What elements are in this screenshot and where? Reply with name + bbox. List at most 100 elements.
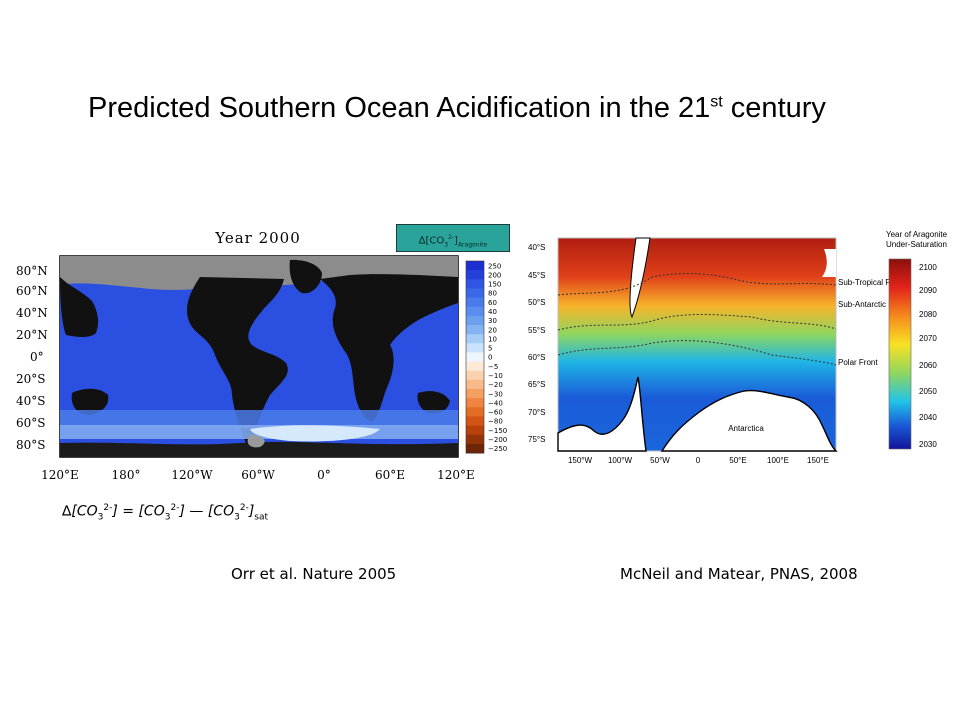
year-tick: 2040 [919,413,937,422]
colorbar-frame [465,260,485,454]
lon-tick: 0° [317,468,331,482]
colorbar-tick: 10 [488,335,497,343]
lon-tick: 180° [112,468,141,482]
colorbar-swatch [466,379,484,390]
front-label: Polar Front [838,358,878,367]
colorbar-tick: 250 [488,262,501,270]
antarctica-label: Antarctica [728,424,764,433]
so-lat-tick: 55°S [528,326,545,335]
colorbar-swatch [466,352,484,363]
colorbar-tick: 5 [488,345,492,353]
so-lon-tick: 100°W [608,456,633,465]
lat-tick: 0° [30,350,44,364]
colorbar-swatch [466,434,484,445]
lat-tick: 20°S [16,372,46,386]
colorbar-swatch [466,334,484,344]
citation-mcneil: McNeil and Matear, PNAS, 2008 [620,565,858,583]
colorbar-tick: −10 [488,372,503,380]
colorbar-tick: −40 [488,399,503,407]
colorbar-tick: 150 [488,281,501,289]
colorbar-swatch [466,343,484,353]
global-acidification-map: Year 2000 80°N 60°N 40°N 20°N 0° 20°S 40… [16,229,507,482]
so-lat-tick: 65°S [528,380,545,389]
so-lat-tick: 40°S [528,243,545,252]
colorbar-tick: −5 [488,363,498,371]
front-label: Sub-Antarctic Front [838,300,908,309]
colorbar-tick: 30 [488,317,497,325]
delta-co3-formula: ∆[CO32-] = [CO32-] — [CO32-]sat [62,503,269,523]
year-colorbar [888,258,912,450]
map-year-label: Year 2000 [214,229,301,247]
year-tick: 2050 [919,387,937,396]
left-lon-axis: 120°E 180° 120°W 60°W 0° 60°E 120°E [41,468,475,482]
year-tick: 2100 [919,263,937,272]
south-america-land [629,237,651,319]
legend-title-2: Under-Saturation [886,240,947,249]
year-tick: 2070 [919,334,937,343]
colorbar-swatch [466,288,484,299]
colorbar-tick: 20 [488,326,497,334]
ocean-fill [60,256,458,457]
colorbar-swatch [466,297,484,308]
colorbar-swatch [466,425,484,436]
colorbar-tick: −30 [488,390,503,398]
lat-tick: 20°N [16,328,48,342]
colorbar-swatch [466,389,484,399]
colorbar-swatch [466,279,484,289]
so-lat-tick: 60°S [528,353,545,362]
lon-tick: 60°E [375,468,405,482]
lon-tick: 60°W [241,468,275,482]
colorbar-swatch [466,306,484,317]
so-lat-tick: 50°S [528,298,545,307]
colorbar-tick: 80 [488,290,497,298]
colorbar-tick: −250 [488,445,507,453]
colorbar-swatch [466,315,484,326]
colorbar-swatch [466,407,484,417]
so-lon-tick: 150°W [568,456,593,465]
colorbar-tick: −20 [488,381,503,389]
so-lat-tick: 45°S [528,271,545,280]
southern-ocean-undersaturation-map: Antarctica 40°S 45°S 50°S 55°S 60°S 65°S… [528,230,948,465]
lat-tick: 40°S [16,394,46,408]
citation-orr: Orr et al. Nature 2005 [231,565,397,583]
so-lon-tick: 150°E [807,456,829,465]
colorbar-title-box: ∆[CO32-]Aragonite [396,224,510,252]
lat-tick: 60°N [16,284,48,298]
colorbar-swatch [466,325,484,335]
lat-tick: 60°S [16,416,46,430]
colorbar-swatch [466,361,484,372]
colorbar-tick: −150 [488,427,507,435]
colorbar-tick: −60 [488,409,503,417]
left-lat-axis: 80°N 60°N 40°N 20°N 0° 20°S 40°S 60°S 80… [16,264,48,452]
front-label: Sub-Tropical Front [838,278,905,287]
so-lat-tick: 75°S [528,435,545,444]
colorbar-swatch [466,370,484,381]
lat-tick: 80°S [16,438,46,452]
slide-title: Predicted Southern Ocean Acidification i… [88,92,826,124]
right-lat-axis: 40°S 45°S 50°S 55°S 60°S 65°S 70°S 75°S [528,243,545,444]
year-colorbar-ticks: 2100 2090 2080 2070 2060 2050 2040 2030 [919,263,937,449]
colorbar-tick: −200 [488,436,507,444]
colorbar-tick: 0 [488,354,492,362]
lon-tick: 120°E [437,468,475,482]
antarctica-land [557,376,647,452]
so-lon-tick: 0 [696,456,701,465]
so-lon-tick: 50°E [729,456,746,465]
colorbar-tick: −80 [488,418,503,426]
lon-tick: 120°W [171,468,213,482]
lon-tick: 120°E [41,468,79,482]
colorbar-swatch [466,261,484,271]
colorbar-swatch [466,416,484,427]
so-lon-tick: 50°W [650,456,670,465]
year-tick: 2030 [919,440,937,449]
lat-tick: 40°N [16,306,48,320]
colorbar-swatch [466,398,484,408]
legend-title-1: Year of Aragonite [886,230,948,239]
year-tick: 2080 [919,310,937,319]
colorbar-swatch [466,270,484,280]
year-tick: 2060 [919,361,937,370]
so-lat-tick: 70°S [528,408,545,417]
so-lon-tick: 100°E [767,456,789,465]
right-lon-axis: 150°W 100°W 50°W 0 50°E 100°E 150°E [568,456,829,465]
